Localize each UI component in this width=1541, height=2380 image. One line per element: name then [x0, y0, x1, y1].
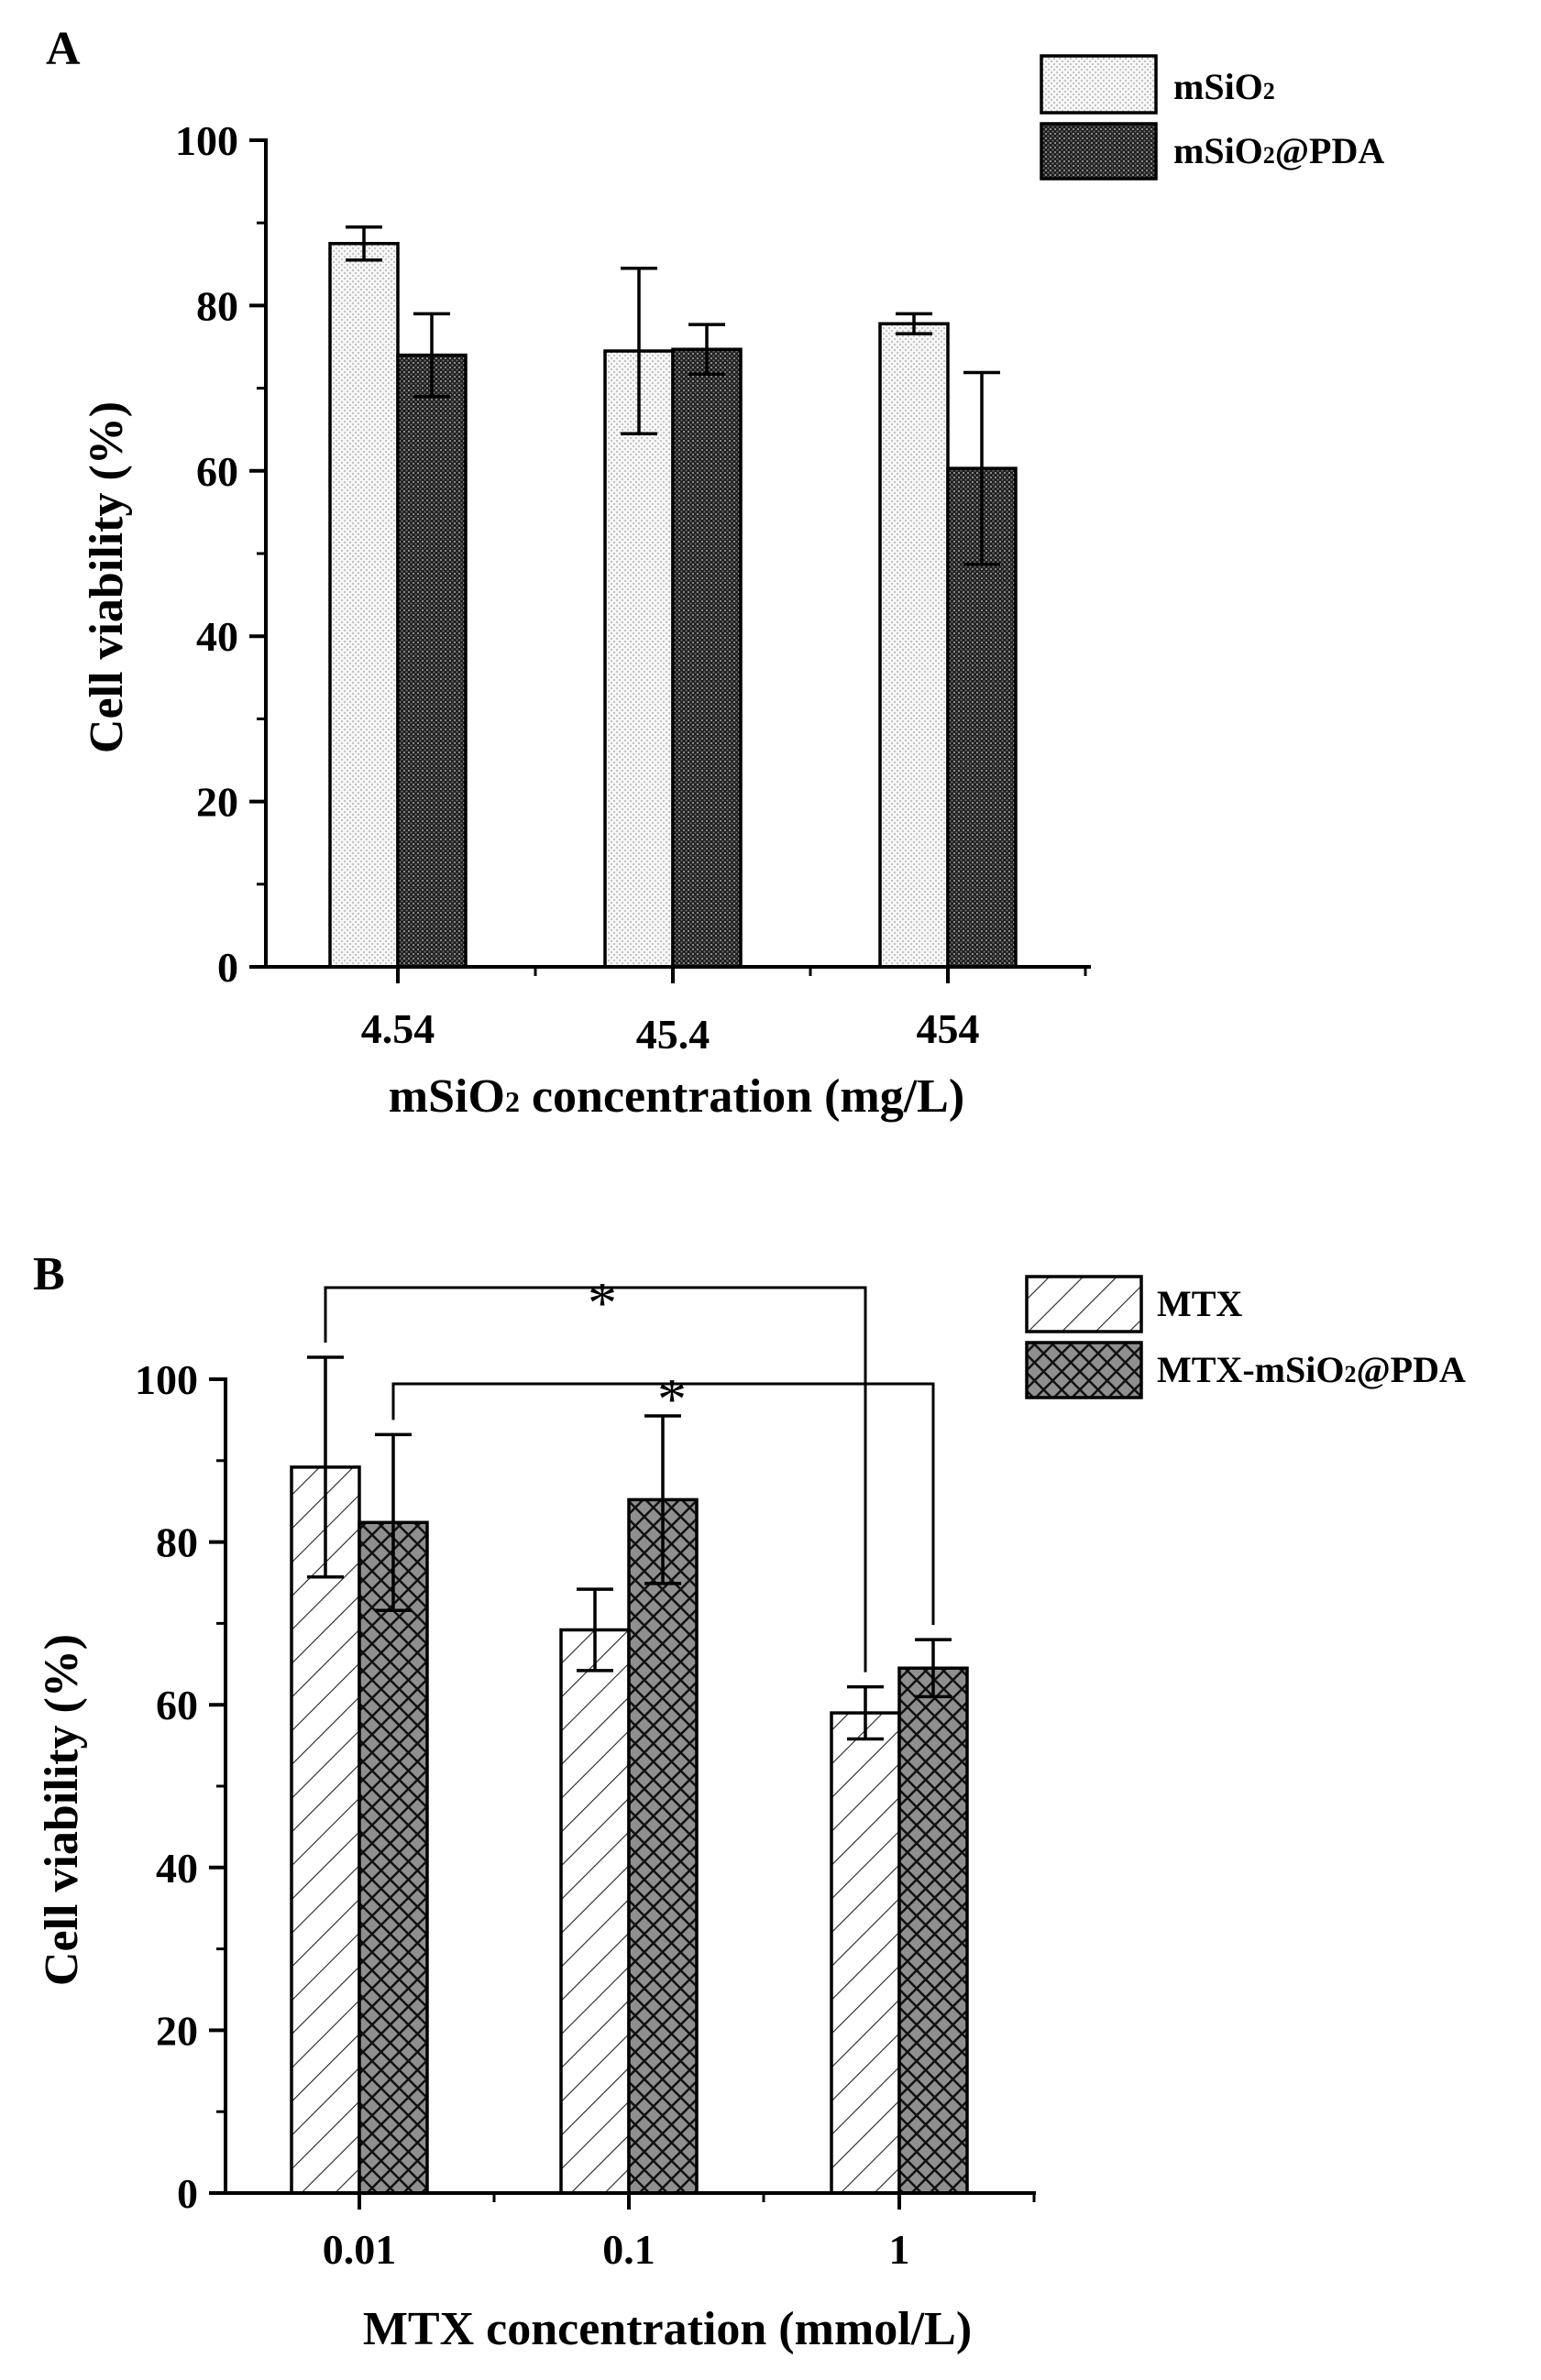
- error-bar-45.4-series-2: [688, 323, 725, 377]
- legend-label-series-2: mSiO2@PDA: [1173, 130, 1384, 171]
- legend-swatch-series-2: [1025, 1341, 1143, 1399]
- x-axis-title: mSiO2 concentration (mg/L): [389, 1070, 964, 1123]
- y-tick-label: 20: [156, 2007, 198, 2054]
- panel-label: B: [33, 1248, 65, 1300]
- x-tick-label: 0.1: [602, 2226, 655, 2273]
- y-tick-label: 100: [135, 1356, 198, 1403]
- y-tick-label: 80: [156, 1519, 198, 1566]
- significance-bracket: [391, 1382, 935, 1626]
- error-bar-0.1-series-1: [577, 1587, 613, 1673]
- bar-4.54-series-2: [396, 353, 468, 969]
- bar-1-series-2: [897, 1666, 969, 2195]
- error-bar-45.4-series-1: [621, 267, 657, 435]
- x-axis-title: MTX concentration (mmol/L): [363, 2303, 972, 2355]
- error-bar-1-series-2: [915, 1638, 952, 1699]
- y-tick-label: 0: [217, 944, 238, 991]
- bar-454-series-1: [878, 322, 950, 969]
- x-tick-label: 454: [917, 1005, 980, 1052]
- x-tick-label: 4.54: [361, 1005, 435, 1052]
- y-axis-title: Cell viability (%): [36, 1634, 88, 1986]
- y-tick-label: 40: [156, 1845, 198, 1892]
- significance-line: [324, 1286, 867, 1673]
- legend: mSiO2 mSiO2@PDA: [1040, 54, 1384, 181]
- error-bar-1-series-1: [847, 1684, 884, 1741]
- plot-area: 0 20 40 60 80 100 0.01 0.1 1 * *: [135, 1270, 1036, 2273]
- y-tick-label: 20: [196, 779, 238, 826]
- significance-line: [391, 1382, 935, 1626]
- error-bar-0.01-series-1: [307, 1355, 344, 1579]
- chart-panel-a: A mSiO2 mSiO2@PDA 0 20 40 60 80 100 4.54 45.4 45…: [46, 23, 1384, 1123]
- error-bar-454-series-2: [963, 370, 1000, 566]
- error-bar-0.1-series-2: [644, 1414, 681, 1585]
- y-axis-title: Cell viability (%): [81, 401, 133, 753]
- x-tick-label: 0.01: [323, 2226, 397, 2273]
- chart-panel-b: B MTX MTX-mSiO2@PDA 0 20 40 60 80 100 0.01 0.1 1…: [33, 1248, 1466, 2355]
- bar-45.4-series-2: [671, 347, 743, 969]
- bar-45.4-series-1: [603, 349, 675, 969]
- y-tick-label: 40: [196, 613, 238, 660]
- legend-swatch-series-1: [1040, 54, 1158, 115]
- bar-4.54-series-1: [328, 242, 400, 969]
- x-tick-label: 45.4: [636, 1011, 710, 1058]
- y-tick-label: 60: [196, 448, 238, 495]
- legend-swatch-series-2: [1040, 122, 1158, 181]
- error-bar-4.54-series-1: [346, 225, 382, 262]
- legend-label-series-1: mSiO2: [1173, 66, 1275, 107]
- significance-star: *: [657, 1366, 687, 1431]
- y-tick-label: 0: [177, 2170, 198, 2217]
- plot-area: 0 20 40 60 80 100 4.54 45.4 454: [175, 117, 1091, 1058]
- y-tick-label: 60: [156, 1682, 198, 1728]
- bar-0.01-series-2: [358, 1520, 429, 2195]
- bar-0.1-series-2: [627, 1497, 699, 2195]
- bar-1-series-1: [830, 1711, 901, 2195]
- significance-bracket: [324, 1286, 867, 1673]
- legend: MTX MTX-mSiO2@PDA: [1025, 1275, 1466, 1399]
- legend-swatch-series-1: [1025, 1275, 1143, 1333]
- legend-label-series-2: MTX-mSiO2@PDA: [1157, 1349, 1466, 1390]
- y-tick-label: 100: [175, 117, 238, 164]
- error-bar-0.01-series-2: [375, 1432, 412, 1612]
- panel-label: A: [46, 23, 81, 75]
- bar-0.1-series-1: [559, 1628, 631, 2195]
- legend-label-series-1: MTX: [1157, 1283, 1242, 1324]
- x-tick-label: 1: [889, 2226, 910, 2273]
- error-bar-4.54-series-2: [413, 312, 450, 399]
- significance-star: *: [588, 1270, 617, 1335]
- y-tick-label: 80: [196, 282, 238, 329]
- error-bar-454-series-1: [896, 312, 932, 335]
